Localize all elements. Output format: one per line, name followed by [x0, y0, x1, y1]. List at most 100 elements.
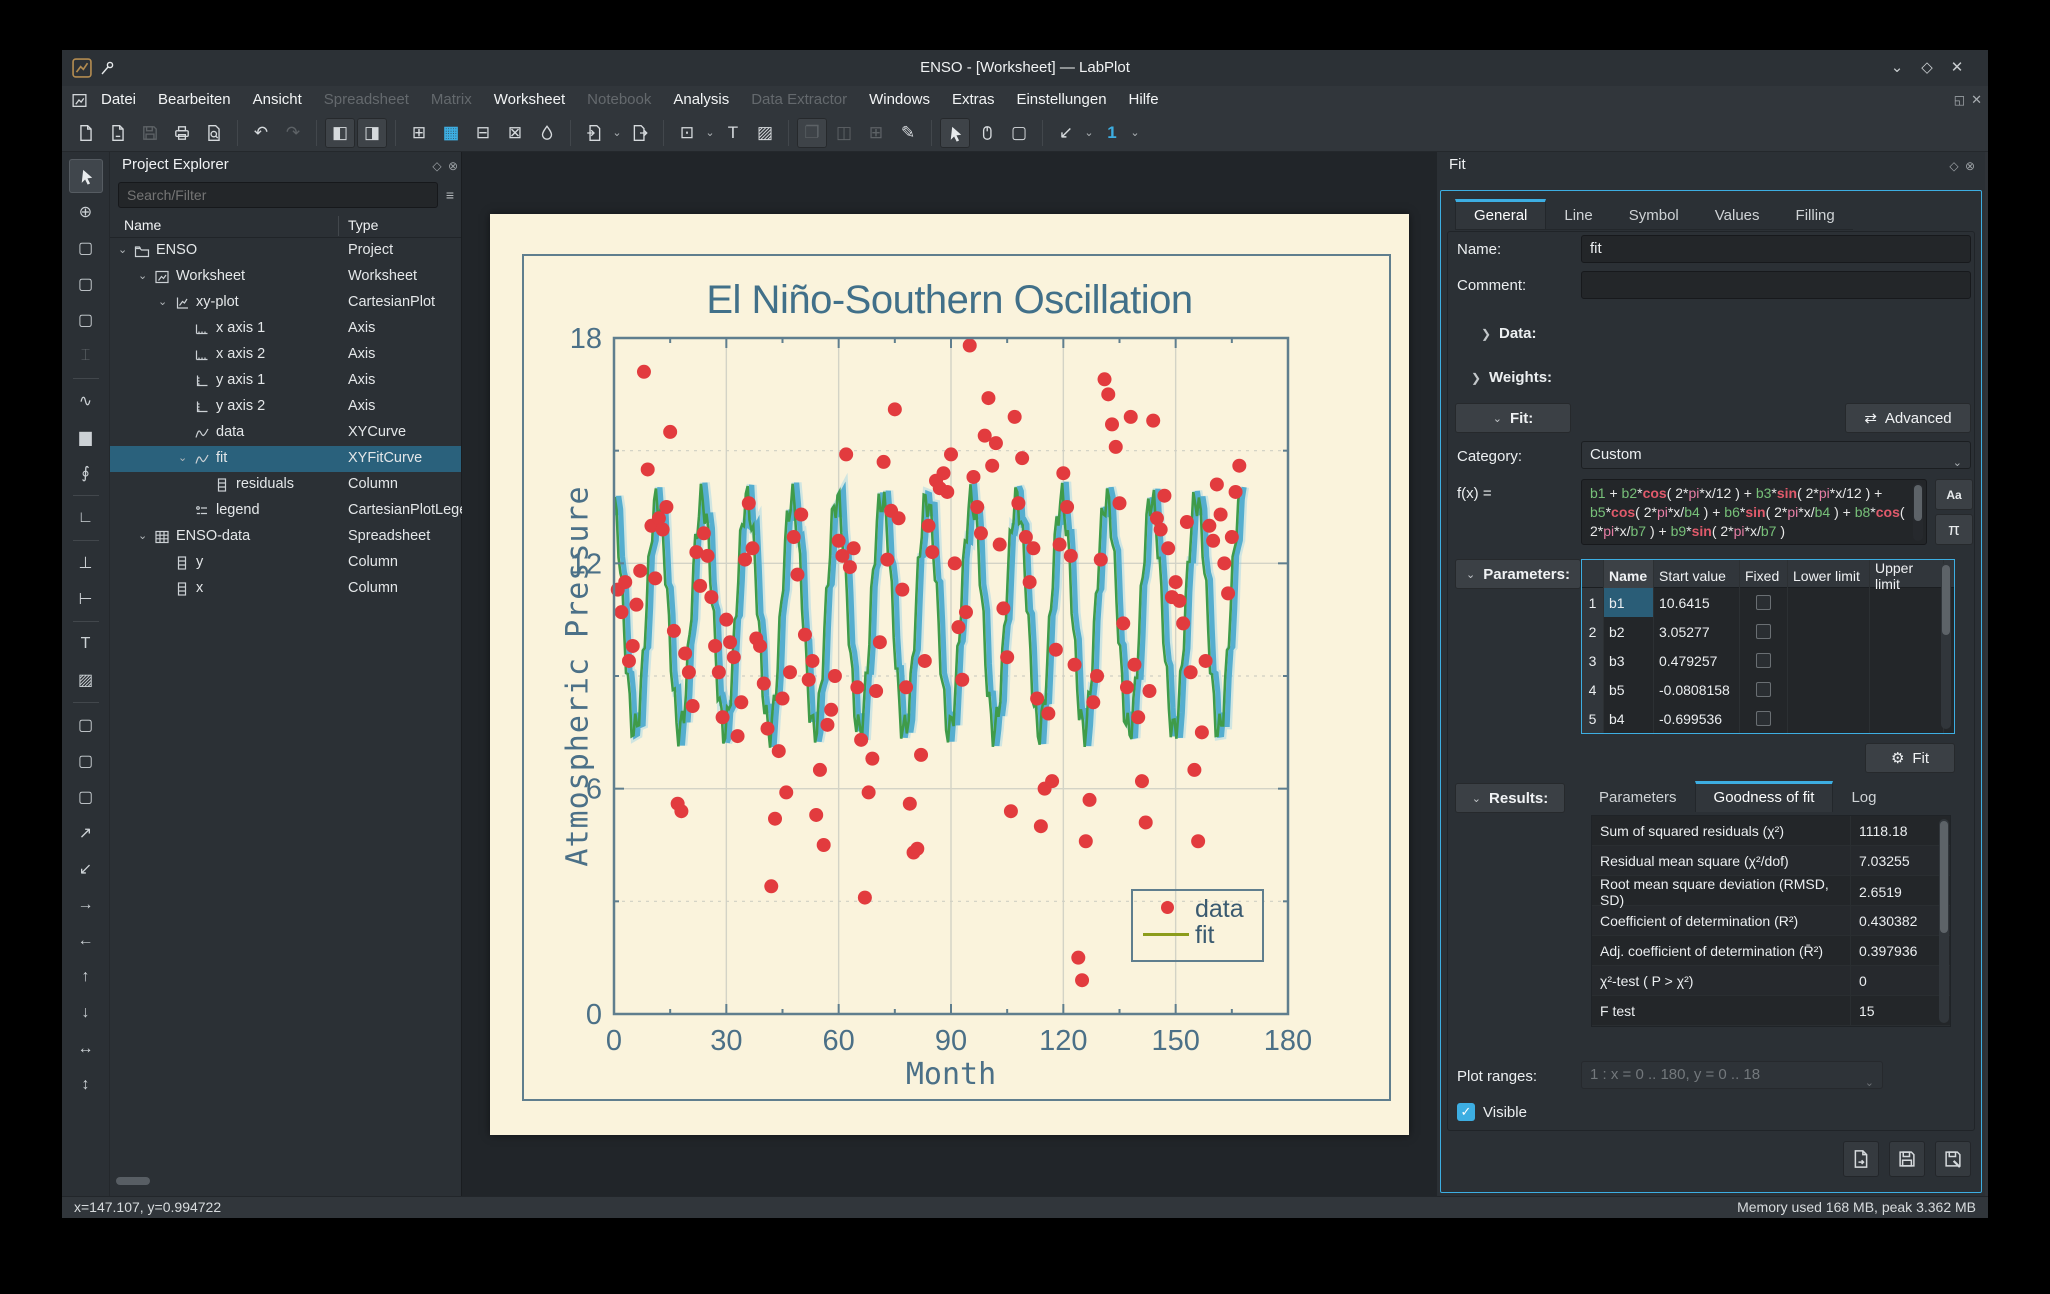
fixed-checkbox[interactable] — [1756, 653, 1771, 668]
menu-worksheet[interactable]: Worksheet — [483, 86, 576, 114]
fixed-checkbox[interactable] — [1756, 595, 1771, 610]
menu-windows[interactable]: Windows — [858, 86, 941, 114]
add-axis-button[interactable]: ∟ — [69, 501, 103, 535]
tree-row-x-axis-2[interactable]: x axis 2Axis — [110, 342, 461, 368]
param-row-b3[interactable]: 3b30.479257 — [1582, 646, 1954, 675]
tab-symbol[interactable]: Symbol — [1611, 199, 1697, 229]
zoom-fit-dropdown-icon[interactable]: ⌄ — [703, 118, 717, 148]
print-preview-button[interactable] — [199, 118, 229, 148]
column-header-name[interactable]: Name — [124, 217, 161, 233]
goodness-row[interactable]: Root mean square deviation (RMSD, SD)2.6… — [1592, 876, 1950, 906]
results-tab-parameters[interactable]: Parameters — [1581, 781, 1695, 812]
save-as-function-button[interactable] — [1935, 1141, 1971, 1177]
shift-right-x-button[interactable]: → — [69, 888, 103, 922]
run-fit-button[interactable]: ⚙Fit — [1865, 743, 1955, 773]
tab-general[interactable]: General — [1455, 199, 1546, 229]
parameters-section-button[interactable]: ⌄Parameters: — [1455, 559, 1581, 589]
auto-scale-button[interactable]: ▢ — [69, 708, 103, 742]
add-text-label-button[interactable]: T — [718, 118, 748, 148]
data-section-label[interactable]: Data: — [1499, 325, 1537, 342]
zoom-in-button[interactable]: ↗ — [69, 816, 103, 850]
worksheet-sheet[interactable]: El Niño-Southern Oscillation Atmospheric… — [490, 214, 1409, 1135]
tree-row-y-axis-1[interactable]: y axis 1Axis — [110, 368, 461, 394]
tree-row-ENSO-data[interactable]: ⌄ENSO-dataSpreadsheet — [110, 524, 461, 550]
goodness-row[interactable]: Sum of squared residuals (χ²)1118.18 — [1592, 816, 1950, 846]
goodness-row[interactable]: Residual mean square (χ²/dof)7.03255 — [1592, 846, 1950, 876]
export-button[interactable] — [625, 118, 655, 148]
zoom-y-selection-tool-button[interactable]: ▢ — [69, 303, 103, 337]
goodness-scrollbar[interactable] — [1939, 819, 1949, 1023]
shrink-selection-dropdown-icon[interactable]: ⌄ — [1082, 118, 1096, 148]
shrink-selection-button[interactable]: ↙ — [1051, 118, 1081, 148]
tree-row-x-axis-1[interactable]: x axis 1Axis — [110, 316, 461, 342]
zoom-selection-tool-button[interactable]: ▢ — [69, 231, 103, 265]
parameters-scrollbar[interactable] — [1941, 563, 1951, 729]
goodness-row[interactable]: Adj. coefficient of determination (R̄²)0… — [1592, 936, 1950, 966]
expand-icon[interactable]: ⌄ — [158, 295, 167, 308]
import-dropdown-icon[interactable]: ⌄ — [610, 118, 624, 148]
load-function-button[interactable] — [1843, 1141, 1879, 1177]
tree-row-x[interactable]: xColumn — [110, 576, 461, 602]
close-icon[interactable]: ✕ — [1944, 55, 1970, 81]
plot-canvas[interactable]: 0306090120150180061218 — [490, 214, 1409, 1135]
new-spreadsheet-button[interactable]: ▦ — [436, 118, 466, 148]
pointer-tool-button[interactable] — [69, 159, 103, 193]
extend-y-button[interactable]: ↕ — [69, 1068, 103, 1102]
fixed-checkbox[interactable] — [1756, 711, 1771, 726]
parameters-table[interactable]: NameStart valueFixedLower limitUpper lim… — [1581, 559, 1955, 734]
category-combobox[interactable]: Custom⌄ — [1581, 441, 1971, 469]
comment-field[interactable] — [1581, 271, 1971, 299]
weights-disclosure-icon[interactable]: ❯ — [1471, 371, 1481, 385]
shift-left-x-button[interactable]: ← — [69, 924, 103, 958]
menu-ansicht[interactable]: Ansicht — [242, 86, 313, 114]
column-separator[interactable] — [338, 216, 339, 236]
add-image-button[interactable]: ▨ — [750, 118, 780, 148]
print-button[interactable] — [167, 118, 197, 148]
dock-close-icon[interactable]: ⊗ — [444, 157, 462, 175]
zoom-out-button[interactable]: ↙ — [69, 852, 103, 886]
results-section-button[interactable]: ⌄Results: — [1455, 783, 1565, 813]
results-tab-log[interactable]: Log — [1833, 781, 1894, 812]
worksheet-view[interactable]: El Niño-Southern Oscillation Atmospheric… — [462, 152, 1437, 1196]
zoom-fit-button[interactable]: ⊡ — [672, 118, 702, 148]
save-function-button[interactable] — [1889, 1141, 1925, 1177]
goodness-row[interactable]: F test15 — [1592, 996, 1950, 1026]
new-worksheet-button[interactable]: ⊞ — [404, 118, 434, 148]
visible-checkbox[interactable]: ✓ — [1457, 1103, 1475, 1121]
menu-datei[interactable]: Datei — [90, 86, 147, 114]
menu-einstellungen[interactable]: Einstellungen — [1005, 86, 1117, 114]
crosshair-tool-button[interactable]: ⊕ — [69, 195, 103, 229]
tree-row-data[interactable]: dataXYCurve — [110, 420, 461, 446]
zoom-level-button[interactable]: 1 — [1097, 118, 1127, 148]
fit-section-button[interactable]: ⌄Fit: — [1455, 403, 1571, 433]
toggle-properties-explorer-button[interactable]: ◨ — [357, 118, 387, 148]
add-fourier-button[interactable]: ∮ — [69, 456, 103, 490]
tree-row-legend[interactable]: legendCartesianPlotLegen — [110, 498, 461, 524]
menu-hilfe[interactable]: Hilfe — [1118, 86, 1170, 114]
goodness-row[interactable]: χ²-test ( P > χ²)0 — [1592, 966, 1950, 996]
results-tab-goodness-of-fit[interactable]: Goodness of fit — [1695, 781, 1834, 812]
goodness-table[interactable]: Sum of squared residuals (χ²)1118.18Resi… — [1591, 815, 1951, 1027]
select-region-mode-button[interactable]: ▢ — [1004, 118, 1034, 148]
new-project-button[interactable] — [71, 118, 101, 148]
advanced-button[interactable]: ⇄Advanced — [1845, 403, 1971, 433]
plot-legend[interactable]: data fit — [1131, 889, 1264, 962]
undo-button[interactable]: ↶ — [246, 118, 276, 148]
new-datapicker-button[interactable]: ⊠ — [500, 118, 530, 148]
shift-up-y-button[interactable]: ↑ — [69, 960, 103, 994]
toggle-project-explorer-button[interactable]: ◧ — [325, 118, 355, 148]
formula-editor[interactable]: b1 + b2*cos( 2*pi*x/12 ) + b3*sin( 2*pi*… — [1581, 479, 1927, 545]
formula-scrollbar[interactable] — [1913, 483, 1923, 541]
param-row-b4[interactable]: 5b4-0.699536 — [1582, 704, 1954, 733]
menubar-close-icon[interactable]: ✕ — [1971, 92, 1982, 108]
add-image-button[interactable]: ▨ — [69, 663, 103, 697]
constants-button[interactable]: Aa — [1935, 479, 1973, 510]
expand-icon[interactable]: ⌄ — [178, 451, 187, 464]
tree-row-Worksheet[interactable]: ⌄WorksheetWorksheet — [110, 264, 461, 290]
menu-bearbeiten[interactable]: Bearbeiten — [147, 86, 242, 114]
name-field[interactable]: fit — [1581, 235, 1971, 263]
extend-x-button[interactable]: ↔ — [69, 1032, 103, 1066]
titlebar[interactable]: ENSO - [Worksheet] — LabPlot ⌄ ◇ ✕ — [62, 50, 1988, 86]
add-y-axis-button[interactable]: ⊢ — [69, 582, 103, 616]
pointer-mode-button[interactable] — [940, 118, 970, 148]
